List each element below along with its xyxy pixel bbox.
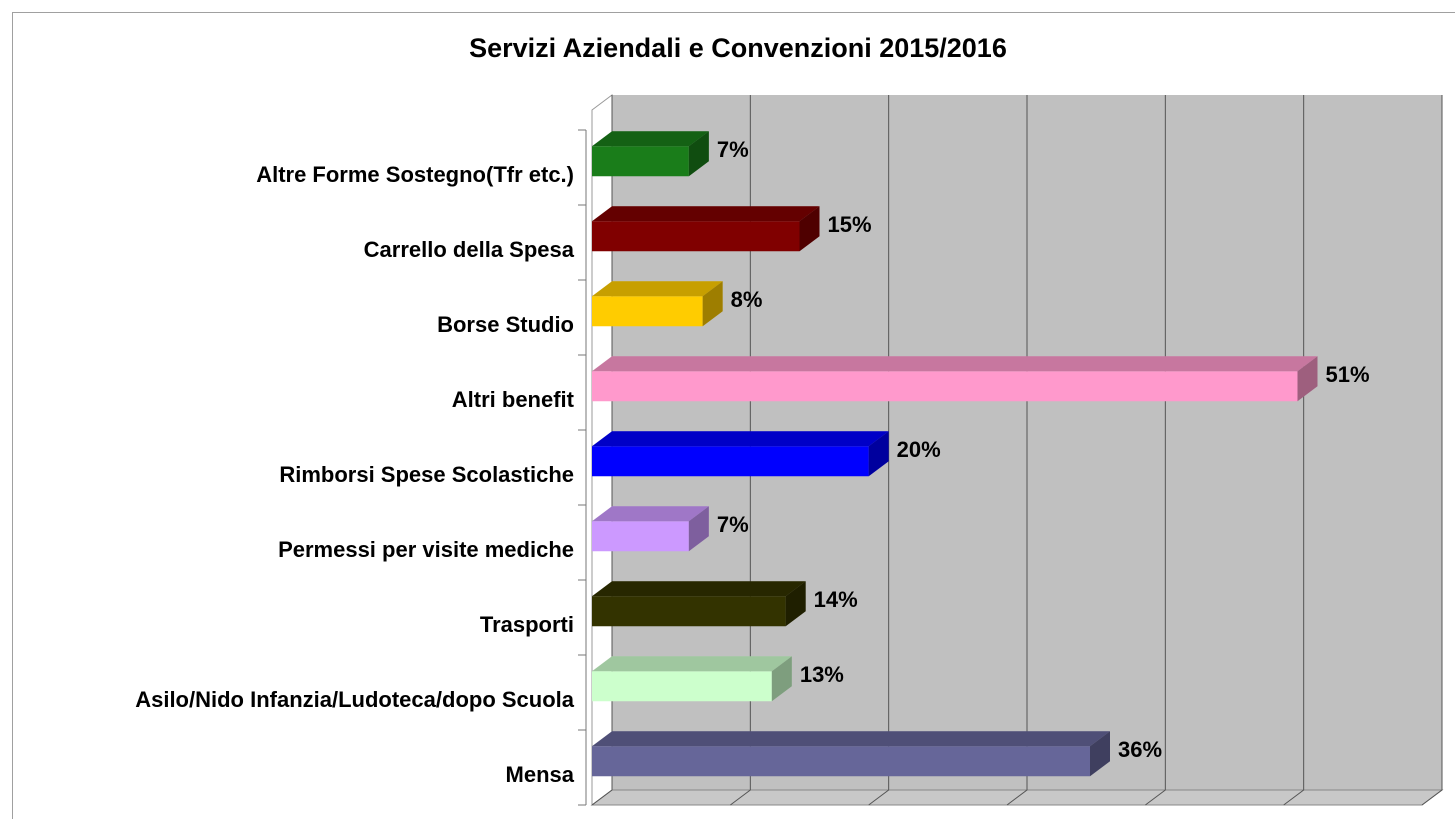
grid-line [868,95,890,806]
chart-title: Servizi Aziendali e Convenzioni 2015/201… [469,33,1007,63]
value-label: 14% [814,587,858,612]
bar [592,731,1110,777]
bar-top [592,731,1110,747]
value-label: 51% [1326,362,1370,387]
bar-side [688,506,709,552]
bar-side-shade [688,506,709,552]
bar-top-shade [592,581,806,597]
bar-top [592,581,806,597]
bar-top-shade [592,506,709,522]
bar-side [771,656,792,702]
bar-side-shade [868,431,889,477]
bar-front [592,596,786,627]
bar [592,431,889,477]
category-label: Carrello della Spesa [364,237,575,262]
category-label: Trasporti [480,612,574,637]
bar-side [785,581,806,627]
bar-top [592,281,723,297]
bar-side-shade [688,131,709,177]
bar [592,506,709,552]
bar-side [1090,731,1110,777]
bar [592,206,820,252]
bar-front [592,371,1298,402]
bar-top [592,506,709,522]
bar-top [592,356,1318,372]
bar-top-shade [592,356,1318,372]
category-label: Asilo/Nido Infanzia/Ludoteca/dopo Scuola [135,687,575,712]
bar-side [702,281,723,327]
grid-line [730,95,751,806]
bar [592,131,709,177]
bar-side-shade [785,581,806,627]
bar-side-shade [799,206,820,252]
bar-top [592,206,820,222]
category-label: Borse Studio [437,312,574,337]
bar-top-shade [592,281,723,297]
bar-front [592,146,689,177]
bar-side [799,206,820,252]
value-label: 13% [800,662,844,687]
value-label: 7% [717,512,749,537]
grid-line [1421,95,1443,806]
bar [592,581,806,627]
bar-front [592,221,800,252]
bar-top-shade [592,206,820,222]
bar [592,656,792,702]
bar-side-shade [771,656,792,702]
bar-top [592,131,709,147]
bar-front [592,446,869,477]
category-label: Rimborsi Spese Scolastiche [279,462,574,487]
bar-side-shade [702,281,723,327]
category-label: Altre Forme Sostegno(Tfr etc.) [256,162,574,187]
grid-line [1145,95,1166,806]
value-label: 8% [731,287,763,312]
bar [592,281,723,327]
bar-side [1297,356,1318,402]
value-label: 7% [717,137,749,162]
grid-line [591,95,613,806]
bar-front [592,746,1090,777]
grid-line [1006,95,1028,806]
bar-top-shade [592,656,792,672]
bar-side [688,131,709,177]
category-label: Mensa [506,762,575,787]
bar-top-shade [592,731,1110,747]
category-label: Altri benefit [452,387,575,412]
bar-side-shade [1090,731,1110,777]
bar-top [592,656,792,672]
category-label: Permessi per visite mediche [278,537,574,562]
bar-side-shade [1297,356,1318,402]
bar-front [592,521,689,552]
bar-top-shade [592,431,889,447]
bar-side [868,431,889,477]
bar-front [592,671,772,702]
bar-top-shade [592,131,709,147]
value-label: 20% [897,437,941,462]
value-label: 15% [828,212,872,237]
value-label: 36% [1118,737,1162,762]
grid-line [1283,95,1305,806]
bar-top [592,431,889,447]
bar [592,356,1318,402]
bar-front [592,296,703,327]
